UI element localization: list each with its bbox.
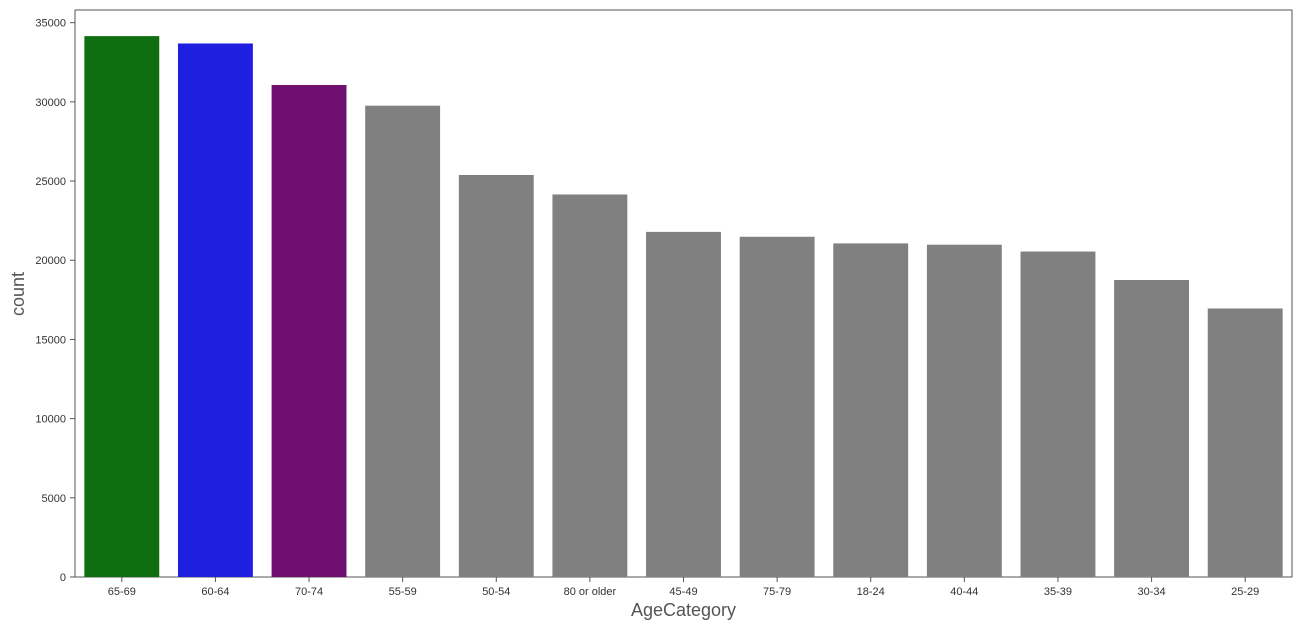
x-tick-label: 25-29 xyxy=(1231,586,1259,598)
x-tick-label: 50-54 xyxy=(482,586,510,598)
x-tick-label: 45-49 xyxy=(669,586,697,598)
x-tick-label: 55-59 xyxy=(389,586,417,598)
bars xyxy=(84,36,1283,578)
bar-60-64 xyxy=(177,43,253,578)
x-axis-title: AgeCategory xyxy=(631,600,736,620)
bar-50-54 xyxy=(458,175,534,577)
bar-65-69 xyxy=(84,36,160,578)
bar-45-49 xyxy=(646,231,721,577)
y-tick-label: 15000 xyxy=(35,334,66,346)
x-tick-label: 75-79 xyxy=(763,586,791,598)
bar-30-34 xyxy=(1114,279,1190,577)
bar-40-44 xyxy=(926,244,1002,577)
x-tick-label: 35-39 xyxy=(1044,586,1072,598)
bar-70-74 xyxy=(271,84,347,578)
x-tick-label: 65-69 xyxy=(108,586,136,598)
y-tick-label: 5000 xyxy=(42,493,66,505)
x-axis: 65-69 60-64 70-74 55-59 50-54 80 or older 45-4… xyxy=(108,577,1259,598)
bar-75-79 xyxy=(739,236,815,578)
y-axis-title: count xyxy=(8,272,28,316)
x-tick-label: 60-64 xyxy=(201,586,229,598)
y-tick-label: 25000 xyxy=(35,176,66,188)
y-tick-label: 30000 xyxy=(35,97,66,109)
y-axis: 0 5000 10000 15000 20000 25000 30000 35000 xyxy=(35,18,75,584)
y-tick-label: 35000 xyxy=(35,18,66,30)
bar-18-24 xyxy=(833,243,909,577)
bar-35-39 xyxy=(1020,251,1096,577)
x-tick-label: 30-34 xyxy=(1138,586,1166,598)
bar-55-59 xyxy=(365,105,441,577)
y-tick-label: 10000 xyxy=(35,414,66,426)
x-tick-label: 40-44 xyxy=(950,586,978,598)
y-tick-label: 0 xyxy=(60,572,66,584)
x-tick-label: 18-24 xyxy=(857,586,885,598)
bar-25-29 xyxy=(1207,308,1283,577)
x-tick-label: 70-74 xyxy=(295,586,323,598)
y-tick-label: 20000 xyxy=(35,255,66,267)
x-tick-label: 80 or older xyxy=(564,586,617,598)
bar-80-or-older xyxy=(552,194,628,577)
